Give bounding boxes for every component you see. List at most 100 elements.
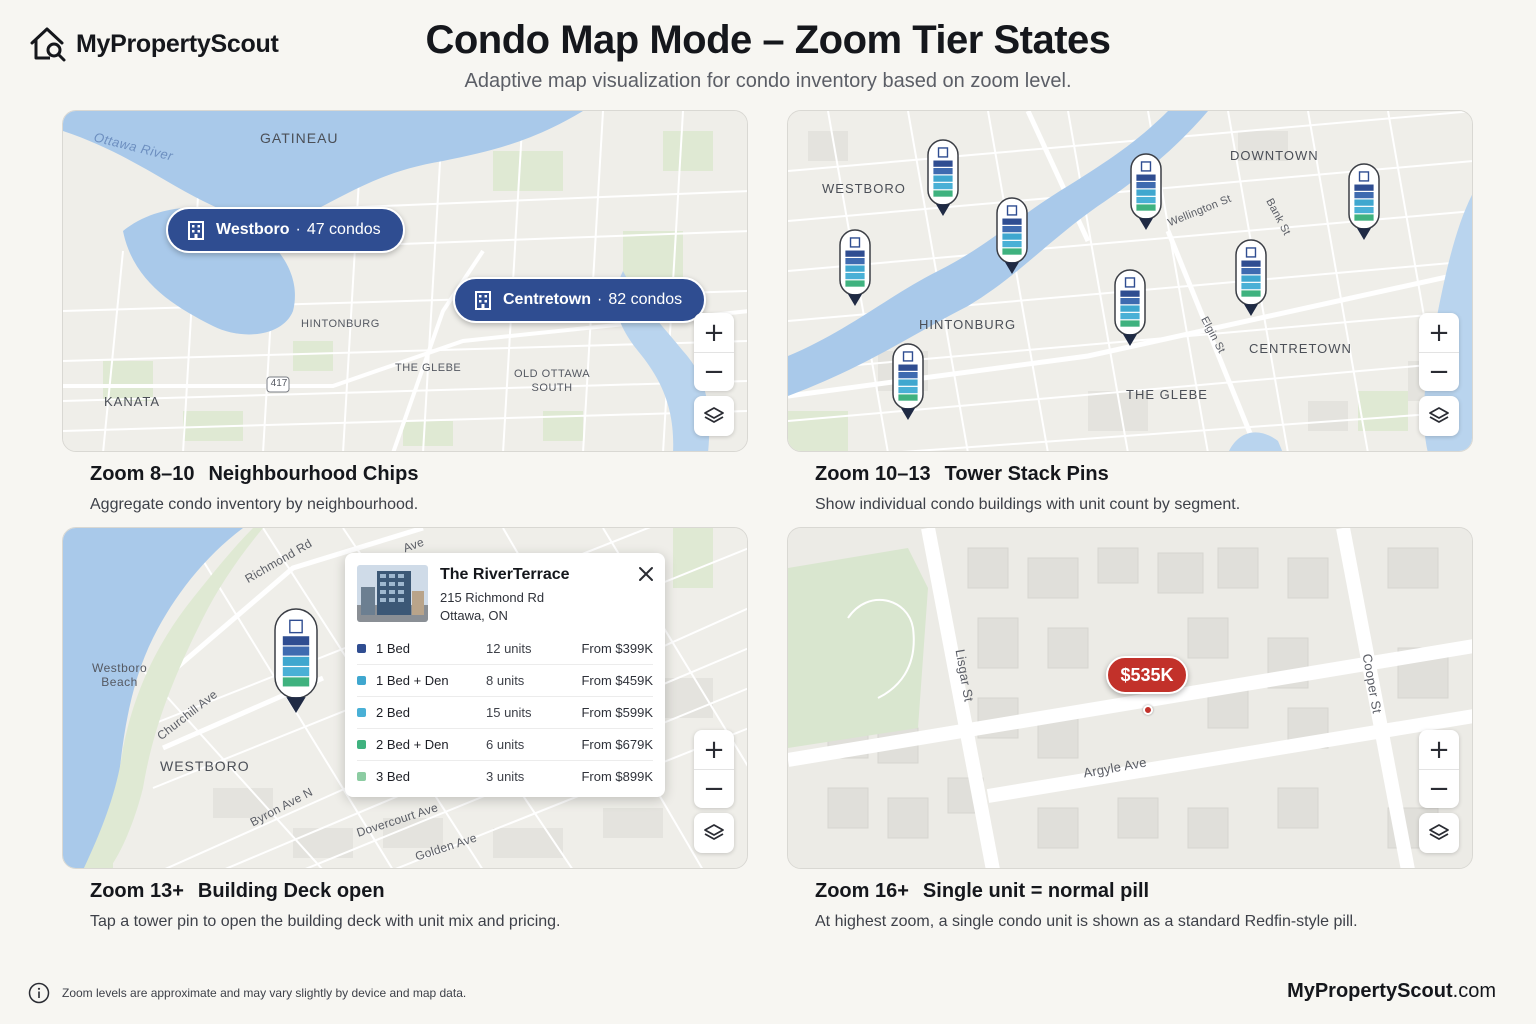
unit-price-pill[interactable]: $535K	[1106, 656, 1188, 694]
tower-stack-icon	[996, 197, 1028, 274]
map-panel-single-unit[interactable]: Lisgar St Cooper St Argyle Ave $535K + −	[787, 527, 1473, 869]
brand-name: MyPropertyScout	[76, 29, 279, 58]
label-hintonburg: HINTONBURG	[919, 317, 1017, 332]
unit-count: 15 units	[486, 705, 532, 720]
map-panel-neighbourhood-chips[interactable]: GATINEAU Ottawa River HINTONBURG THE GLE…	[62, 110, 748, 452]
unit-count: 6 units	[486, 737, 525, 752]
unit-mix-row[interactable]: 2 Bed 15 units From $599K	[357, 696, 653, 728]
tower-stack-icon	[274, 608, 318, 713]
map-panel-tower-stack-pins[interactable]: DOWNTOWN WESTBORO HINTONBURG CENTRETOWN …	[787, 110, 1473, 452]
footer-note: Zoom levels are approximate and may vary…	[28, 982, 466, 1004]
footer-brand-link[interactable]: MyPropertyScout.com	[1287, 980, 1496, 1002]
zoom-in-button[interactable]: +	[703, 317, 725, 348]
unit-mix-row[interactable]: 1 Bed + Den 8 units From $459K	[357, 664, 653, 696]
info-icon	[28, 982, 50, 1004]
tower-stack-icon	[1348, 163, 1380, 240]
tower-pin[interactable]	[1348, 163, 1380, 241]
unit-type-swatch	[357, 643, 366, 653]
close-icon[interactable]	[637, 565, 655, 583]
zoom-out-button[interactable]: −	[694, 769, 734, 808]
zoom-in-button[interactable]: +	[1428, 734, 1450, 765]
chip-westboro[interactable]: Westboro · 47 condos	[166, 207, 405, 253]
chip-separator: ·	[295, 221, 301, 238]
map-panel-building-deck[interactable]: Richmond Rd Ave Westboro Beach Churchill …	[62, 527, 748, 869]
zoom-control: + −	[1419, 313, 1459, 391]
zoom-out-button[interactable]: −	[694, 352, 734, 391]
tower-pin[interactable]	[927, 139, 959, 217]
tower-pin[interactable]	[1235, 239, 1267, 317]
building-deck: The RiverTerrace 215 Richmond Rd Ottawa,…	[345, 553, 665, 797]
unit-type: 2 Bed + Den	[376, 737, 449, 752]
tower-pin[interactable]	[1114, 269, 1146, 347]
brand-logo[interactable]: MyPropertyScout	[28, 24, 279, 64]
unit-count: 8 units	[486, 673, 525, 688]
label-gatineau: GATINEAU	[260, 130, 339, 146]
caption-zoom: Zoom 13+	[90, 880, 184, 902]
zoom-in-button[interactable]: +	[703, 734, 725, 765]
label-downtown: DOWNTOWN	[1230, 148, 1319, 163]
unit-count: 3 units	[486, 769, 525, 784]
unit-type-swatch	[357, 708, 366, 717]
layers-button[interactable]	[1419, 813, 1459, 853]
caption-title: Building Deck open	[197, 880, 385, 902]
caption-zoom: Zoom 8–10	[90, 463, 195, 485]
unit-mix-list: 1 Bed 12 units From $399K 1 Bed + Den 8 unit…	[357, 632, 653, 792]
chip-name: Centretown	[503, 291, 591, 308]
chip-separator: ·	[597, 291, 603, 308]
label-the-glebe: THE GLEBE	[395, 362, 462, 374]
unit-mix-row[interactable]: 1 Bed 12 units From $399K	[357, 632, 653, 664]
caption-title: Single unit = normal pill	[922, 880, 1150, 902]
unit-mix-row[interactable]: 3 Bed 3 units From $899K	[357, 760, 653, 792]
page-title: Condo Map Mode – Zoom Tier States	[425, 18, 1111, 62]
tower-stack-icon	[892, 343, 924, 420]
label-the-glebe: THE GLEBE	[1126, 387, 1208, 402]
tower-pin-selected[interactable]	[274, 608, 318, 714]
caption-title: Neighbourhood Chips	[208, 463, 419, 485]
layers-icon	[1429, 407, 1449, 423]
zoom-out-button[interactable]: −	[1419, 352, 1459, 391]
layers-icon	[1429, 824, 1449, 840]
layers-icon	[704, 407, 724, 423]
unit-price: From $899K	[581, 769, 653, 784]
label-westboro: WESTBORO	[822, 181, 906, 196]
building-name: The RiverTerrace	[440, 566, 570, 583]
tower-pin[interactable]	[892, 343, 924, 421]
layers-button[interactable]	[694, 813, 734, 853]
tower-stack-icon	[1235, 239, 1267, 316]
tower-pin[interactable]	[839, 229, 871, 307]
label-westboro-beach: Westboro Beach	[92, 661, 148, 689]
tower-stack-icon	[839, 229, 871, 306]
label-centretown: CENTRETOWN	[1249, 341, 1352, 356]
building-icon	[475, 291, 491, 310]
chip-count: 82 condos	[608, 291, 683, 308]
route-417-shield: 417	[270, 378, 288, 389]
tower-stack-icon	[1130, 153, 1162, 230]
chip-count: 47 condos	[306, 221, 381, 238]
layers-button[interactable]	[694, 396, 734, 436]
layers-button[interactable]	[1419, 396, 1459, 436]
zoom-in-button[interactable]: +	[1428, 317, 1450, 348]
unit-type: 2 Bed	[376, 705, 410, 720]
map-canvas[interactable]	[788, 528, 1473, 869]
unit-type: 3 Bed	[376, 769, 410, 784]
tower-pin[interactable]	[996, 197, 1028, 275]
chip-centretown[interactable]: Centretown · 82 condos	[453, 277, 707, 323]
tower-stack-icon	[927, 139, 959, 216]
footer-note-text: Zoom levels are approximate and may vary…	[62, 986, 467, 1000]
unit-type: 1 Bed	[376, 640, 410, 656]
chip-name: Westboro	[216, 221, 290, 238]
caption-zoom-10-13: Zoom 10–13 Tower Stack Pins Show individu…	[815, 463, 1240, 514]
tower-pin[interactable]	[1130, 153, 1162, 231]
building-icon	[188, 221, 204, 240]
unit-count: 12 units	[486, 640, 532, 656]
unit-price: From $599K	[581, 705, 653, 720]
building-photo	[357, 565, 428, 622]
tower-stack-icon	[1114, 269, 1146, 346]
caption-description: Aggregate condo inventory by neighbourho…	[90, 496, 419, 513]
layers-icon	[704, 824, 724, 840]
unit-mix-row[interactable]: 2 Bed + Den 6 units From $679K	[357, 728, 653, 760]
zoom-control: + −	[694, 730, 734, 808]
unit-type-swatch	[357, 740, 366, 749]
zoom-out-button[interactable]: −	[1419, 769, 1459, 808]
label-westboro: WESTBORO	[160, 758, 250, 774]
